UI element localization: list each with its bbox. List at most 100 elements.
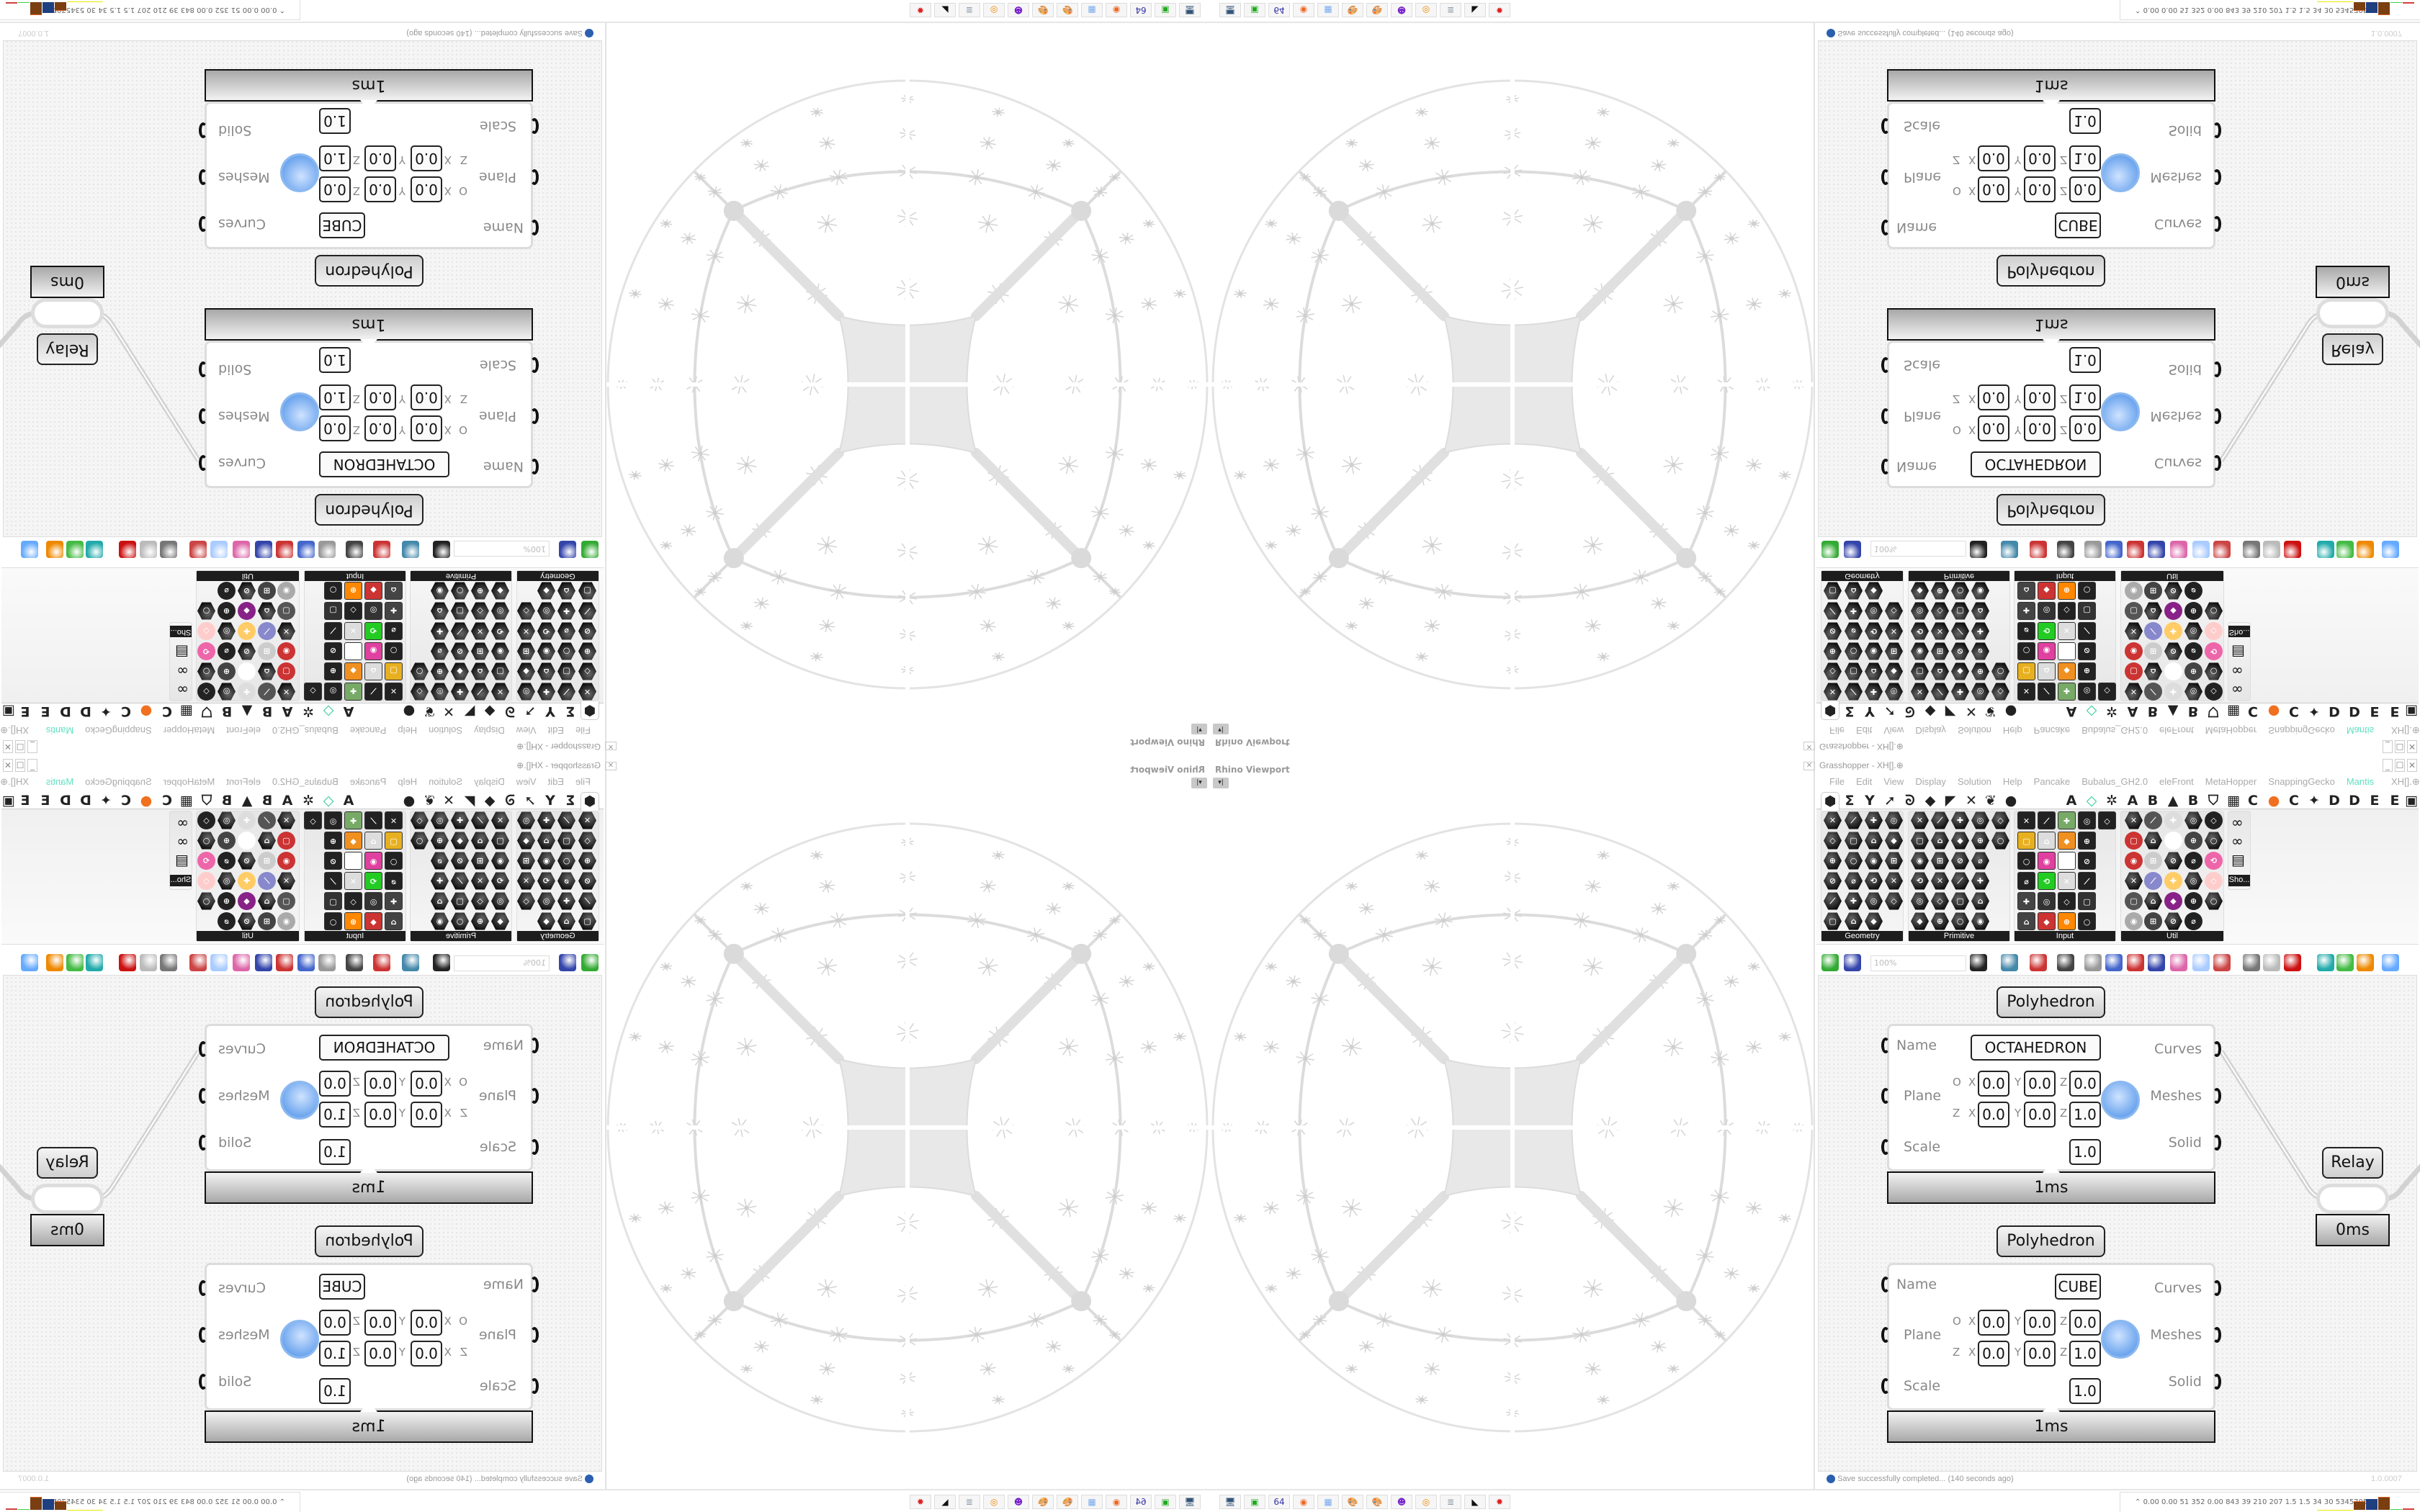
paint-icon[interactable]: 🎨 [1366,1495,1388,1509]
component-icon[interactable]: ⌀ [2017,622,2035,640]
ribbon-tab[interactable]: ◆ [1924,703,1936,719]
component-icon[interactable]: ▢ [277,892,295,910]
plane-value[interactable]: 0.0 [364,1341,396,1367]
ribbon-tab[interactable]: Σ [565,703,575,719]
plane-value[interactable]: 0.0 [411,176,442,202]
ribbon-tab[interactable]: ✲ [302,703,314,719]
component-icon[interactable]: ◎ [1865,892,1883,910]
ribbon-tab[interactable]: C [2289,793,2299,809]
ribbon-tab[interactable]: ▣ [2,703,15,719]
component-icon[interactable]: ⌀ [385,872,403,890]
plane-value[interactable]: 0.0 [411,1341,442,1367]
component-icon[interactable]: ⊕ [2184,662,2202,680]
ribbon-tab[interactable]: ▲ [241,793,253,809]
component-icon[interactable]: ⟲ [2038,622,2056,640]
name-value[interactable]: CUBE [2055,1274,2101,1300]
ribbon-tab[interactable]: C [121,703,131,719]
ribbon-panel-label[interactable]: Input [305,571,405,581]
component-icon[interactable]: ⊞ [2144,582,2162,600]
output-port[interactable] [199,361,207,377]
ribbon-panel-label[interactable]: Input [2015,931,2115,941]
component-icon[interactable]: ▢ [324,892,342,910]
ribbon-tab[interactable]: E [2370,703,2380,719]
component-icon[interactable]: ⌀ [2184,912,2202,930]
component-icon[interactable]: ⌀ [2184,582,2202,600]
component-icon[interactable]: ⟲ [364,872,382,890]
toolbar-icon[interactable] [297,541,315,558]
component-polyhedron[interactable]: Name Plane Scale Curves Meshes Solid CUBE O Z X 0.… [1887,102,2215,249]
component-icon[interactable]: ◇ [1885,892,1903,910]
ribbon-tab[interactable]: ᘐ [505,793,515,809]
component-icon[interactable]: ∞ [176,662,189,680]
component-icon[interactable]: ◎ [2184,872,2202,890]
component-icon[interactable]: ✚ [2058,811,2076,829]
ribbon-panel-label[interactable]: Primitive [411,571,511,581]
toolbar-icon[interactable] [1844,954,1861,971]
component-icon[interactable]: ▤ [2231,644,2245,661]
component-icon[interactable]: ◇ [304,811,322,829]
component-icon[interactable]: ⟋ [324,872,342,890]
component-icon[interactable]: ○ [1991,832,2009,850]
ribbon-tab[interactable]: A [2127,793,2138,809]
component-icon[interactable]: ⟋ [1824,892,1842,910]
component-icon[interactable]: ✚ [1845,892,1863,910]
ribbon-tab[interactable]: ⛉ [2208,793,2219,809]
ribbon-tab[interactable]: ❦ [1985,703,1996,719]
toolbar-icon[interactable] [2148,954,2165,971]
input-port[interactable] [1881,408,1890,424]
component-icon[interactable]: ◉ [1971,912,1989,930]
ribbon-tab[interactable]: B [2187,703,2199,719]
ribbon-tab[interactable]: ⬢ [1821,701,1839,720]
plane-value[interactable]: 1.0 [319,384,351,410]
component-icon[interactable]: ▢ [385,832,403,850]
plane-value[interactable]: 0.0 [319,1071,351,1097]
menu-bubalus-gh2-0[interactable]: Bubalus_GH2.0 [2081,776,2148,787]
relay-node[interactable]: Relay [37,1147,98,1179]
ribbon-tab[interactable]: ▦ [2227,703,2240,719]
name-value[interactable]: CUBE [319,1274,365,1300]
plane-value[interactable]: 0.0 [2024,1102,2056,1128]
toolbar-icon[interactable] [2127,954,2144,971]
plane-value[interactable]: 0.0 [1978,415,2009,441]
component-icon[interactable]: ∞ [176,814,189,831]
plane-value[interactable]: 0.0 [364,1102,396,1128]
component-icon[interactable]: ⌂ [1931,832,1949,850]
component-icon[interactable]: ○ [385,642,403,660]
output-port[interactable] [2213,408,2221,424]
ribbon-tab[interactable]: ▦ [180,703,193,719]
component-icon[interactable]: ⊘ [324,642,342,660]
component-icon[interactable]: ⟋ [258,811,276,829]
toolbar-icon[interactable] [2001,954,2018,971]
toolbar-icon[interactable] [2170,954,2187,971]
component-icon[interactable]: ○ [2205,892,2223,910]
output-port[interactable] [199,1327,207,1343]
paint-icon[interactable]: 🎨 [1342,3,1363,17]
ribbon-tab[interactable]: ⬢ [1821,792,1839,811]
component-icon[interactable]: ⟲ [2205,852,2223,870]
ribbon-tab[interactable]: ◤ [1945,793,1956,809]
component-icon[interactable]: ⊘ [2164,852,2182,870]
component-icon[interactable]: ◎ [364,892,382,910]
component-icon[interactable]: ∞ [2231,832,2244,850]
ribbon-tab[interactable]: ᘐ [1905,793,1915,809]
component-icon[interactable]: ◉ [277,582,295,600]
ribbon-tab[interactable]: ▣ [2405,703,2418,719]
component-icon[interactable]: ∞ [2231,662,2244,680]
ribbon-tab[interactable]: ◇ [323,703,334,719]
toolbar-icon[interactable] [1821,954,1839,971]
toolbar-icon[interactable] [2213,954,2231,971]
component-icon[interactable]: ⊘ [2078,642,2096,660]
ribbon-tab[interactable]: ▦ [180,793,193,809]
component-icon[interactable]: ⊞ [2058,642,2076,660]
rhino-icon[interactable]: ◣ [934,3,956,17]
plane-value[interactable]: 0.0 [364,415,396,441]
component-icon[interactable]: ⌀ [218,582,236,600]
monitor-icon[interactable]: 🖥 [1219,3,1241,17]
plane-value[interactable]: 0.0 [364,176,396,202]
plane-value[interactable]: 0.0 [2069,1310,2101,1336]
component-icon[interactable]: ▢ [2125,892,2143,910]
menu-mantis[interactable]: Mantis [2346,776,2375,787]
component-icon[interactable]: ⊞ [344,642,362,660]
plane-value[interactable]: 0.0 [1978,1310,2009,1336]
plane-value[interactable]: 0.0 [2069,1071,2101,1097]
